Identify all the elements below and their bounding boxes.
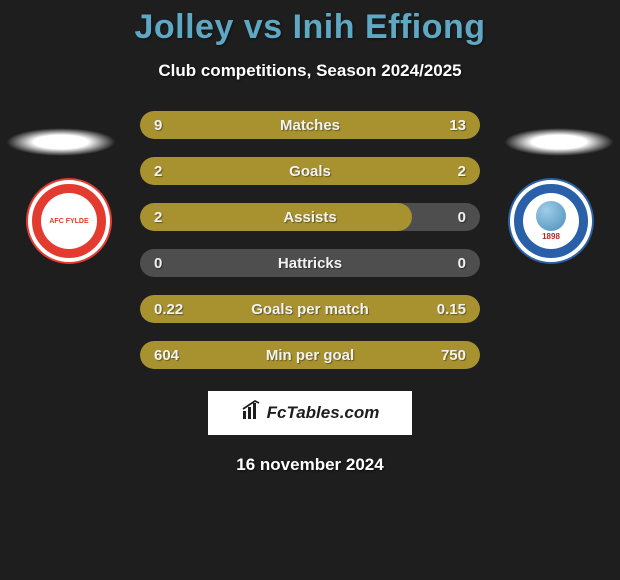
logo-mark-icon bbox=[241, 399, 263, 427]
stat-rows: 9 Matches 13 2 Goals 2 2 Assists 0 0 Hattricks 0 0.2… bbox=[140, 111, 480, 369]
stat-label: Goals bbox=[289, 163, 331, 180]
crest-right-inner: 1898 bbox=[523, 193, 579, 249]
stat-value-right: 0.15 bbox=[437, 301, 466, 318]
date-label: 16 november 2024 bbox=[236, 455, 383, 475]
stat-value-right: 750 bbox=[441, 347, 466, 364]
crest-right-ball bbox=[536, 201, 566, 231]
stat-value-right: 0 bbox=[458, 255, 466, 272]
stat-label: Matches bbox=[280, 117, 340, 134]
stat-row: 0 Hattricks 0 bbox=[140, 249, 480, 277]
fctables-logo: FcTables.com bbox=[208, 391, 412, 435]
logo-text: FcTables.com bbox=[267, 403, 380, 423]
crest-right-year: 1898 bbox=[542, 232, 560, 241]
stat-row: 2 Goals 2 bbox=[140, 157, 480, 185]
stat-label: Assists bbox=[283, 209, 336, 226]
team-crest-left: AFC FYLDE bbox=[28, 180, 110, 262]
stat-value-right: 0 bbox=[458, 209, 466, 226]
stat-label: Goals per match bbox=[251, 301, 369, 318]
stat-value-left: 0.22 bbox=[154, 301, 183, 318]
stat-value-left: 604 bbox=[154, 347, 179, 364]
stat-fill-left bbox=[140, 157, 310, 185]
stat-value-right: 13 bbox=[449, 117, 466, 134]
stat-value-left: 0 bbox=[154, 255, 162, 272]
stat-row: 604 Min per goal 750 bbox=[140, 341, 480, 369]
stat-row: 0.22 Goals per match 0.15 bbox=[140, 295, 480, 323]
stat-fill-right bbox=[310, 157, 480, 185]
stat-label: Hattricks bbox=[278, 255, 342, 272]
stat-row: 9 Matches 13 bbox=[140, 111, 480, 139]
stat-value-right: 2 bbox=[458, 163, 466, 180]
stat-label: Min per goal bbox=[266, 347, 354, 364]
crest-left-label: AFC FYLDE bbox=[41, 193, 97, 249]
crest-shadow-left bbox=[6, 128, 116, 156]
stat-value-left: 2 bbox=[154, 209, 162, 226]
comparison-card: Jolley vs Inih Effiong Club competitions… bbox=[0, 0, 620, 475]
stat-value-left: 2 bbox=[154, 163, 162, 180]
stat-row: 2 Assists 0 bbox=[140, 203, 480, 231]
page-subtitle: Club competitions, Season 2024/2025 bbox=[158, 61, 461, 81]
page-title: Jolley vs Inih Effiong bbox=[134, 8, 485, 47]
crest-shadow-right bbox=[504, 128, 614, 156]
stat-fill-left bbox=[140, 203, 412, 231]
stat-value-left: 9 bbox=[154, 117, 162, 134]
team-crest-right: 1898 bbox=[510, 180, 592, 262]
